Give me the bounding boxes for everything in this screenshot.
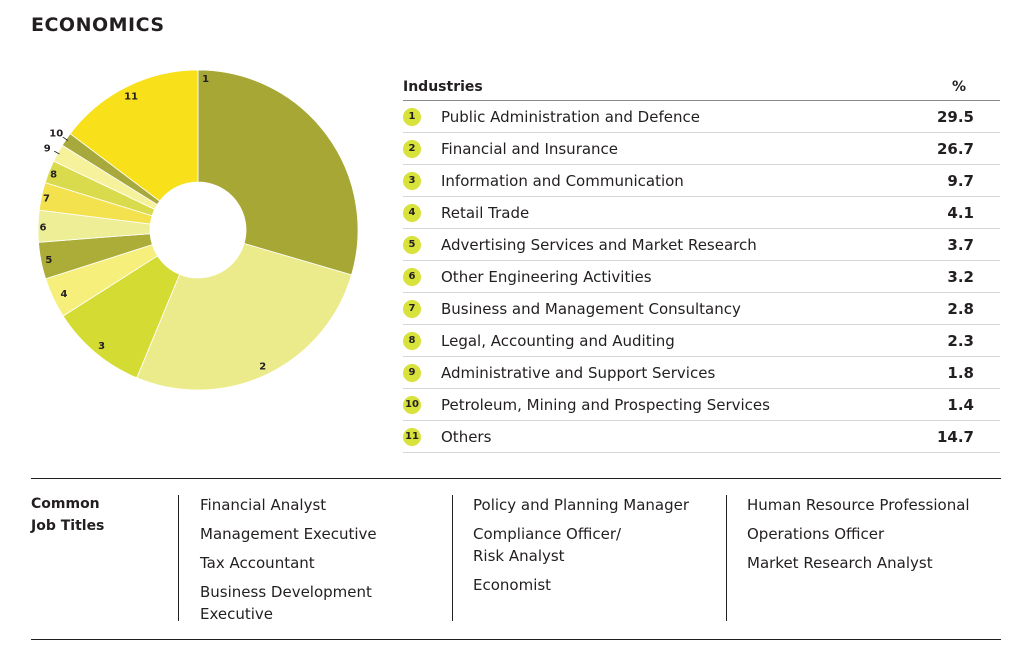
donut-chart-svg: 1 2 3 4 5 6 7 8 9 10 11	[37, 69, 359, 391]
job-titles-label: Common Job Titles	[31, 493, 104, 537]
table-row: 2 Financial and Insurance 26.7	[403, 133, 1000, 165]
row-number-badge: 11	[403, 427, 421, 446]
header-percent: %	[951, 78, 967, 95]
industry-percent: 2.8	[947, 299, 974, 318]
page-title: ECONOMICS	[31, 14, 165, 36]
job-column-1: Financial Analyst Management Executive T…	[200, 495, 377, 633]
industry-name: Financial and Insurance	[441, 139, 619, 158]
row-number-badge: 4	[403, 203, 421, 222]
industry-name: Other Engineering Activities	[441, 267, 652, 286]
slice-label-7: 7	[43, 193, 50, 204]
row-number-badge: 6	[403, 267, 421, 286]
slice-label-4: 4	[61, 289, 68, 300]
donut-chart: 1 2 3 4 5 6 7 8 9 10 11	[18, 69, 378, 430]
job-title: Human Resource Professional	[747, 496, 970, 514]
row-number-badge: 10	[403, 395, 421, 414]
job-title: Policy and Planning Manager	[473, 496, 690, 514]
industry-percent: 29.5	[936, 107, 974, 126]
table-row: 11 Others 14.7	[403, 421, 1000, 453]
industry-name: Retail Trade	[441, 203, 530, 222]
slice-label-9: 9	[44, 143, 51, 154]
header-industries: Industries	[403, 78, 483, 95]
job-column-3: Human Resource Professional Operations O…	[747, 495, 970, 582]
job-title: Market Research Analyst	[747, 554, 933, 572]
row-number-badge: 9	[403, 363, 421, 382]
job-title: Tax Accountant	[200, 554, 315, 572]
job-title: Compliance Officer/	[473, 525, 622, 543]
row-number-badge: 2	[403, 139, 421, 158]
slice-label-10: 10	[49, 129, 63, 140]
industry-name: Public Administration and Defence	[441, 107, 700, 126]
job-column-2: Policy and Planning Manager Compliance O…	[473, 495, 689, 604]
industry-percent: 14.7	[936, 427, 974, 446]
industry-name: Business and Management Consultancy	[441, 299, 741, 318]
job-titles-label-line1: Common	[31, 496, 100, 512]
table-row: 8 Legal, Accounting and Auditing 2.3	[403, 325, 1000, 357]
job-col-divider-1	[178, 495, 179, 621]
table-row: 6 Other Engineering Activities 3.2	[403, 261, 1000, 293]
industry-percent: 2.3	[947, 331, 974, 350]
industry-percent: 4.1	[947, 203, 974, 222]
slice-label-1: 1	[202, 74, 209, 85]
divider-top	[31, 478, 1001, 479]
industry-percent: 3.7	[947, 235, 974, 254]
row-number-badge: 3	[403, 171, 421, 190]
industry-name: Administrative and Support Services	[441, 363, 716, 382]
job-col-divider-2	[452, 495, 453, 621]
row-number-badge: 8	[403, 331, 421, 350]
table-header: Industries %	[403, 73, 1000, 101]
leader-line-9	[54, 150, 60, 155]
row-number-badge: 7	[403, 299, 421, 318]
slice-label-2: 2	[259, 361, 266, 372]
slice-label-5: 5	[45, 255, 52, 266]
row-number-badge: 5	[403, 235, 421, 254]
industry-percent: 9.7	[947, 171, 974, 190]
job-col-divider-3	[726, 495, 727, 621]
industry-percent: 3.2	[947, 267, 974, 286]
table-row: 10 Petroleum, Mining and Prospecting Serv…	[403, 389, 1000, 421]
job-title: Financial Analyst	[200, 496, 327, 514]
leader-line-10	[62, 136, 69, 141]
job-title: Economist	[473, 576, 552, 594]
industry-percent: 1.8	[947, 363, 974, 382]
pie-slice-1	[197, 69, 359, 276]
table-row: 3 Information and Communication 9.7	[403, 165, 1000, 197]
slice-label-3: 3	[98, 341, 105, 352]
industry-name: Petroleum, Mining and Prospecting Servic…	[441, 395, 770, 414]
job-title: Business Development	[200, 583, 372, 601]
slice-label-6: 6	[40, 222, 47, 233]
slice-label-8: 8	[50, 170, 57, 181]
table-row: 9 Administrative and Support Services 1.8	[403, 357, 1000, 389]
row-number-badge: 1	[403, 107, 421, 126]
industry-name: Information and Communication	[441, 171, 684, 190]
table-row: 4 Retail Trade 4.1	[403, 197, 1000, 229]
divider-bottom	[31, 639, 1001, 640]
job-title: Management Executive	[200, 525, 377, 543]
job-title: Risk Analyst	[473, 547, 565, 565]
job-title: Executive	[200, 605, 274, 623]
job-titles-label-line2: Job Titles	[31, 518, 105, 534]
table-body: 1 Public Administration and Defence 29.5 2 F…	[403, 101, 1000, 453]
industry-percent: 26.7	[936, 139, 974, 158]
industries-table: Industries % 1 Public Administration and …	[403, 73, 1000, 453]
industry-name: Legal, Accounting and Auditing	[441, 331, 675, 350]
pie-slice-11	[69, 69, 199, 202]
job-title: Operations Officer	[747, 525, 885, 543]
slice-label-11: 11	[124, 92, 138, 103]
industry-percent: 1.4	[947, 395, 974, 414]
table-row: 7 Business and Management Consultancy 2.8	[403, 293, 1000, 325]
table-row: 1 Public Administration and Defence 29.5	[403, 101, 1000, 133]
table-row: 5 Advertising Services and Market Researc…	[403, 229, 1000, 261]
industry-name: Others	[441, 427, 492, 446]
industry-name: Advertising Services and Market Research	[441, 235, 757, 254]
pie-slice-2	[136, 242, 353, 391]
